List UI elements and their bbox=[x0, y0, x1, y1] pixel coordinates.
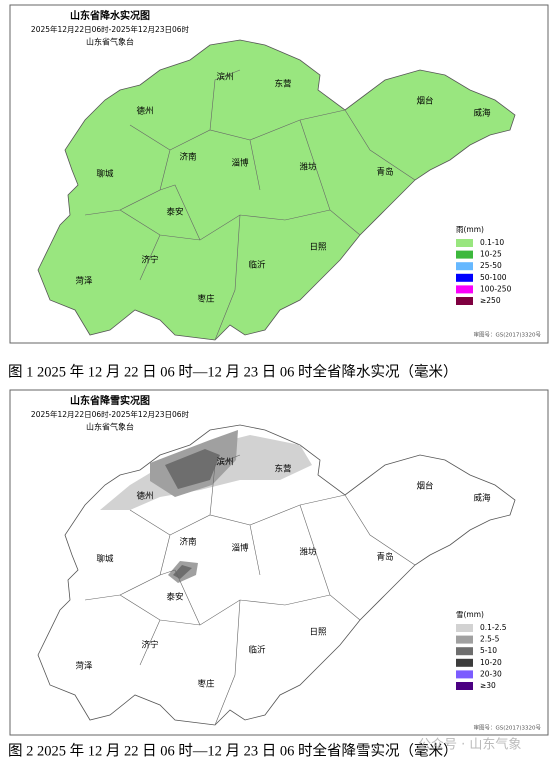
city-label: 枣庄 bbox=[197, 679, 215, 690]
city-label: 青岛 bbox=[376, 167, 393, 178]
map-title: 山东省降水实况图 bbox=[70, 9, 150, 22]
city-label: 青岛 bbox=[376, 552, 393, 563]
legend-label: 20-30 bbox=[480, 669, 502, 678]
city-label: 滨州 bbox=[216, 72, 233, 83]
snow-area bbox=[165, 449, 220, 489]
city-label: 德州 bbox=[136, 491, 153, 502]
figure-caption: 图 2 2025 年 12 月 22 日 06 时—12 月 23 日 06 时… bbox=[8, 741, 458, 759]
legend-label: 25-50 bbox=[480, 261, 502, 270]
legend-swatch bbox=[456, 285, 473, 294]
city-label: 泰安 bbox=[166, 207, 183, 218]
map-issuer: 山东省气象台 bbox=[86, 422, 134, 432]
city-label: 临沂 bbox=[248, 645, 266, 656]
city-label: 济南 bbox=[179, 537, 196, 548]
legend-swatch bbox=[456, 273, 473, 282]
city-label: 烟台 bbox=[416, 96, 433, 107]
legend-swatch bbox=[456, 262, 473, 271]
legend-swatch bbox=[456, 682, 473, 690]
city-label: 聊城 bbox=[96, 554, 114, 565]
legend-swatch bbox=[456, 635, 473, 644]
city-label: 聊城 bbox=[96, 169, 114, 180]
approval-number: 审图号：GS(2017)3320号 bbox=[473, 724, 541, 732]
city-label: 济宁 bbox=[141, 640, 158, 651]
figure: 山东省降雪实况图 2025年12月22日06时-2025年12月23日06时山东省… bbox=[9, 389, 549, 736]
city-label: 泰安 bbox=[166, 592, 183, 603]
city-label: 菏泽 bbox=[75, 276, 93, 287]
city-label: 日照 bbox=[309, 243, 327, 253]
figure-caption: 图 1 2025 年 12 月 22 日 06 时—12 月 23 日 06 时… bbox=[8, 362, 458, 380]
legend-label: ≥250 bbox=[480, 296, 501, 305]
legend-label: 5-10 bbox=[480, 646, 497, 655]
city-label: 日照 bbox=[309, 628, 327, 638]
legend-label: 50-100 bbox=[480, 273, 507, 282]
map-period: 2025年12月22日06时-2025年12月23日06时 bbox=[31, 24, 190, 34]
city-label: 东营 bbox=[274, 79, 291, 90]
map-title: 山东省降雪实况图 bbox=[70, 394, 150, 407]
legend-title: 雪(mm) bbox=[456, 610, 484, 619]
legend-swatch bbox=[456, 670, 473, 679]
legend-title: 雨(mm) bbox=[456, 225, 484, 234]
legend-label: ≥30 bbox=[480, 681, 496, 690]
city-label: 淄博 bbox=[231, 543, 249, 554]
watermark: 公众号 · 山东气象 bbox=[418, 737, 521, 753]
city-label: 德州 bbox=[136, 106, 153, 117]
city-label: 潍坊 bbox=[299, 547, 317, 558]
city-label: 东营 bbox=[274, 464, 291, 475]
legend-label: 0.1-10 bbox=[480, 238, 504, 247]
legend-label: 2.5-5 bbox=[480, 635, 500, 644]
legend-swatch bbox=[456, 239, 473, 247]
legend-swatch bbox=[456, 658, 473, 667]
legend-label: 10-25 bbox=[480, 250, 502, 259]
legend-swatch bbox=[456, 297, 473, 305]
city-label: 枣庄 bbox=[197, 294, 215, 305]
city-label: 威海 bbox=[473, 493, 491, 504]
city-label: 威海 bbox=[473, 108, 491, 119]
city-label: 济南 bbox=[179, 152, 196, 163]
city-label: 滨州 bbox=[216, 457, 233, 468]
city-label: 烟台 bbox=[416, 481, 433, 492]
map-issuer: 山东省气象台 bbox=[86, 37, 134, 47]
legend-swatch bbox=[456, 624, 473, 632]
legend-label: 100-250 bbox=[480, 284, 512, 293]
city-label: 临沂 bbox=[248, 260, 266, 271]
legend-swatch bbox=[456, 250, 473, 259]
city-label: 潍坊 bbox=[299, 162, 317, 173]
map-period: 2025年12月22日06时-2025年12月23日06时 bbox=[31, 409, 190, 419]
legend-swatch bbox=[456, 647, 473, 656]
city-label: 淄博 bbox=[231, 158, 249, 169]
legend-label: 10-20 bbox=[480, 658, 502, 667]
figure: 山东省降水实况图 2025年12月22日06时-2025年12月23日06时山东省… bbox=[9, 4, 549, 344]
city-label: 济宁 bbox=[141, 255, 158, 266]
legend-label: 0.1-2.5 bbox=[480, 623, 507, 632]
approval-number: 审图号：GS(2017)3320号 bbox=[473, 331, 541, 339]
city-label: 菏泽 bbox=[75, 661, 93, 672]
